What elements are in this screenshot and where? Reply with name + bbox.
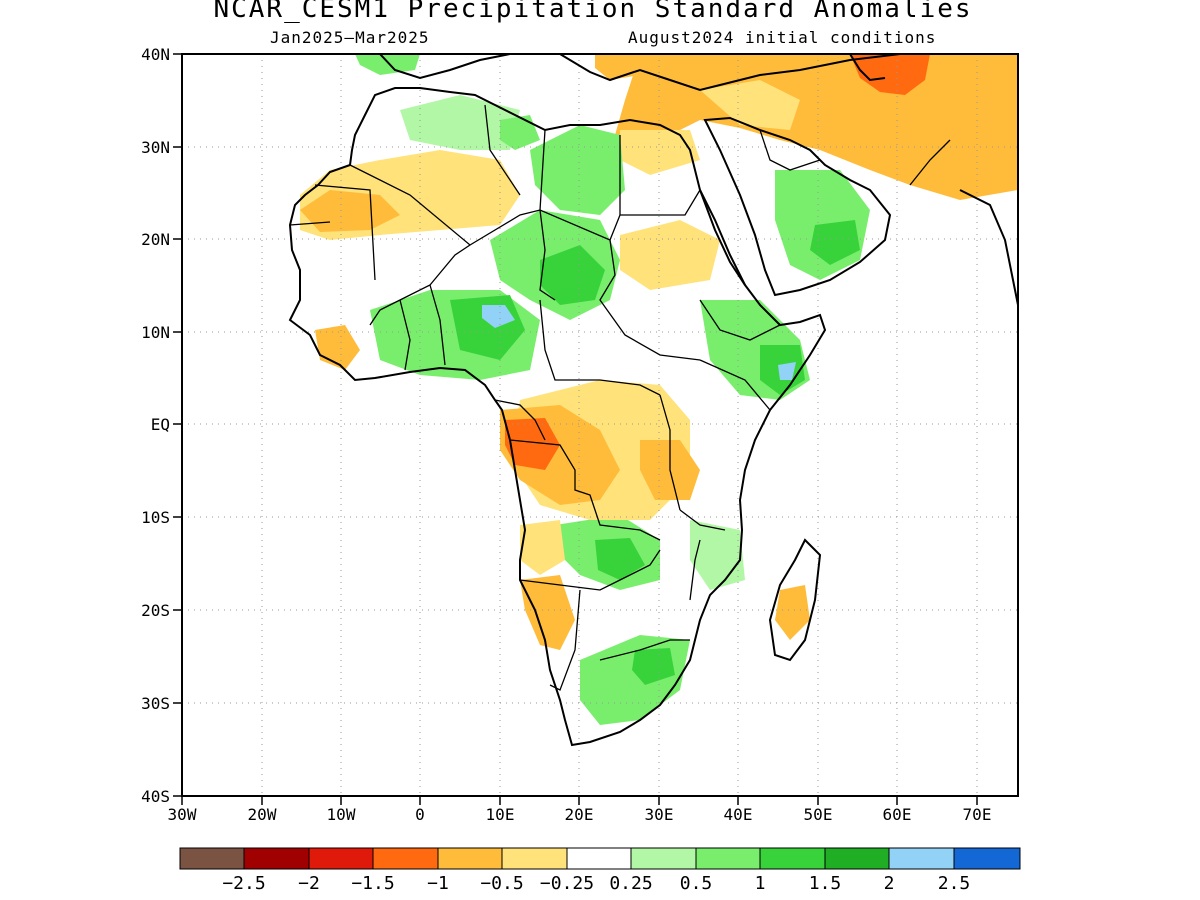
anomaly-patch-zambia-dark — [595, 538, 645, 580]
lon-tick-label: 10E — [486, 805, 515, 824]
lon-tick-label: 20W — [248, 805, 277, 824]
anomaly-patch-morocco-green — [355, 54, 420, 75]
lon-tick-label: 20E — [565, 805, 594, 824]
colorbar-swatch — [759, 847, 826, 870]
lon-tick-label: 30E — [645, 805, 674, 824]
anomaly-patch-chad-dark — [540, 245, 605, 305]
coastlines — [288, 54, 1018, 747]
colorbar-swatch — [888, 847, 955, 870]
colorbar-label: 0.25 — [609, 873, 652, 894]
anomaly-patch-arabia-dark — [810, 220, 860, 265]
lat-tick-label: 10N — [141, 323, 170, 342]
colorbar: −2.5 −2 −1.5 −1 −0.5 −0.25 0.25 0.5 1 1.… — [179, 847, 1021, 894]
lon-labels: 30W 20W 10W 0 10E 20E 30E 40E 50E 60E 70… — [168, 805, 992, 824]
lon-tick-label: 30W — [168, 805, 197, 824]
europe-coastline — [379, 54, 901, 92]
lat-labels: 40N 30N 20N 10N EQ 10S 20S 30S 40S — [141, 45, 170, 806]
lat-tick-label: 30S — [141, 694, 170, 713]
colorbar-label: −1 — [427, 873, 449, 894]
madagascar-coastline — [768, 538, 822, 662]
colorbar-label: −0.5 — [480, 873, 523, 894]
lat-tick-label: 40S — [141, 787, 170, 806]
colorbar-label: 2.5 — [938, 873, 971, 894]
anomaly-patch-light — [700, 80, 800, 130]
anomaly-patch-iran — [850, 54, 930, 95]
colorbar-swatch — [501, 847, 568, 870]
colorbar-swatch — [824, 847, 890, 870]
gridlines — [182, 54, 1018, 796]
colorbar-swatch — [308, 847, 374, 870]
anomaly-patch-med-green — [500, 115, 540, 150]
colorbar-swatch — [630, 847, 697, 870]
colorbar-swatch — [243, 847, 310, 870]
anomaly-patch-angola-orange — [520, 575, 575, 650]
anomaly-patch-horn-blue — [778, 362, 796, 380]
lat-tick-label: 20N — [141, 230, 170, 249]
plot-frame — [181, 53, 1019, 797]
colorbar-label: −0.25 — [540, 873, 594, 894]
colorbar-swatch — [437, 847, 503, 870]
anomaly-patch-nigeria-blue — [482, 305, 515, 328]
lat-tick-label: 10S — [141, 508, 170, 527]
colorbar-label: 2 — [884, 873, 895, 894]
caspian-coastline — [849, 54, 886, 82]
forecast-period: Jan2025–Mar2025 — [270, 28, 430, 47]
anomaly-patch-madagascar-orange — [775, 585, 810, 640]
colorbar-label: −2.5 — [222, 873, 265, 894]
anomaly-patch-mauritania — [300, 190, 400, 232]
anomaly-patch-algeria-green — [400, 95, 520, 150]
colorbar-label: 1 — [755, 873, 766, 894]
anomaly-patch-southafrica-dark — [632, 648, 675, 685]
colorbar-swatch — [695, 847, 761, 870]
anomaly-patch-southafrica-green — [580, 635, 690, 725]
lon-tick-label: 50E — [804, 805, 833, 824]
india-coastline — [959, 189, 1018, 306]
lat-tick-label: 30N — [141, 138, 170, 157]
colorbar-swatch — [566, 847, 632, 870]
initial-conditions: August2024 initial conditions — [628, 28, 937, 47]
colorbar-swatch — [179, 847, 245, 870]
africa-coastline — [288, 87, 827, 747]
colorbar-swatch — [372, 847, 439, 870]
colorbar-label: −1.5 — [351, 873, 394, 894]
map-title: NCAR_CESM1 Precipitation Standard Anomal… — [213, 0, 973, 24]
anomaly-patch-libya-green — [530, 125, 625, 215]
anomaly-patch-gabon-red — [505, 418, 560, 470]
colorbar-label: 0.5 — [680, 873, 713, 894]
lat-tick-label: EQ — [151, 415, 170, 434]
lat-tick-label: 40N — [141, 45, 170, 64]
anomaly-patch-egypt — [620, 130, 700, 175]
anomaly-patch-sudan — [620, 220, 720, 290]
red-sea-line — [699, 189, 746, 286]
lon-tick-label: 10W — [327, 805, 356, 824]
lon-tick-label: 0 — [415, 805, 425, 824]
anomaly-patch-angola-yellow — [520, 520, 565, 575]
anomaly-patch-mozambique-green — [690, 520, 745, 590]
lon-tick-label: 70E — [963, 805, 992, 824]
lon-tick-label: 40E — [724, 805, 753, 824]
lon-tick-label: 60E — [883, 805, 912, 824]
axis-ticks — [173, 53, 978, 805]
arabia-coastline — [703, 116, 892, 297]
shading-layer — [300, 54, 1018, 725]
colorbar-label: 1.5 — [809, 873, 842, 894]
country-borders — [289, 104, 951, 691]
colorbar-label: −2 — [298, 873, 320, 894]
colorbar-swatch — [953, 847, 1021, 870]
lat-tick-label: 20S — [141, 601, 170, 620]
